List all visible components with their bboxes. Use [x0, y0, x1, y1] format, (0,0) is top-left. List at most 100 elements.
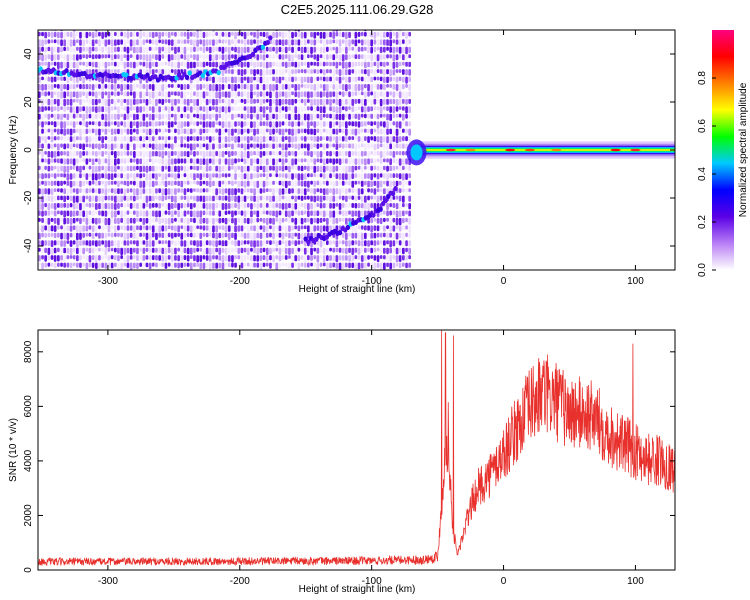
heatmap-cell-2823 [307, 128, 310, 135]
heatmap-cell-49 [41, 143, 44, 149]
heatmap-cell-924 [126, 262, 130, 268]
heatmap-cell-3365 [358, 25, 361, 29]
heatmap-cell-3081 [332, 173, 336, 178]
heatmap-cell-736 [107, 188, 111, 193]
heatmap-cell-3268 [351, 255, 355, 262]
heatmap-cell-3663 [389, 262, 392, 270]
heatmap-cell-3513 [373, 151, 377, 156]
heatmap-cell-1869 [215, 106, 218, 113]
heatmap-cell-2621 [288, 158, 291, 166]
heatmap-cell-3033 [326, 39, 329, 45]
heatmap-cell-2322 [259, 173, 263, 178]
heatmap-cell-2772 [303, 262, 307, 268]
heatmap-cell-3290 [351, 91, 355, 97]
heatmap-cell-2536 [278, 54, 282, 60]
heatmap-cell-3196 [341, 54, 345, 62]
heatmap-cell-3484 [370, 121, 373, 127]
heatmap-cell-1697 [199, 158, 203, 166]
heatmap-cell-1151 [145, 46, 149, 53]
heatmap-cell-1860 [215, 173, 218, 178]
heatmap-cell-227 [57, 46, 60, 53]
heatmap-cell-161 [50, 46, 54, 55]
heatmap-cell-731 [107, 225, 111, 233]
heatmap-cell-1440 [174, 106, 177, 113]
heatmap-cell-612 [95, 128, 98, 136]
heatmap-cell-2453 [272, 180, 275, 185]
heatmap-cell-3492 [370, 61, 373, 68]
heatmap-cell-835 [117, 188, 120, 195]
heatmap-cell-3779 [398, 136, 402, 142]
heatmap-cell-3151 [338, 143, 342, 148]
signal-peak-4 [551, 148, 562, 152]
heatmap-cell-787 [110, 54, 114, 61]
heatmap-cell-969 [129, 173, 133, 178]
heatmap-cell-3645 [386, 151, 389, 156]
heatmap-cell-865 [120, 210, 123, 218]
heatmap-cell-878 [120, 113, 123, 118]
heatmap-cell-359 [69, 46, 73, 53]
heatmap-cell-3066 [329, 39, 332, 45]
heatmap-cell-1117 [142, 54, 146, 61]
heatmap-cell-2384 [265, 203, 269, 208]
heatmap-cell-717 [104, 84, 108, 89]
heatmap-cell-1655 [196, 225, 199, 230]
heatmap-cell-2113 [240, 255, 244, 263]
heatmap-cell-2846 [310, 203, 313, 210]
heatmap-cell-837 [117, 173, 120, 178]
heatmap-cell-526 [85, 31, 89, 39]
heatmap-cell-3531 [376, 262, 380, 268]
heatmap-cell-1652 [196, 247, 199, 252]
heatmap-cell-1163 [148, 203, 152, 209]
heatmap-cell-254 [60, 91, 63, 99]
heatmap-cell-2390 [265, 158, 269, 166]
heatmap-cell-3826 [402, 31, 405, 37]
heatmap-cell-1487 [180, 247, 184, 254]
heatmap-cell-2029 [231, 143, 234, 150]
heatmap-cell-2437 [269, 54, 272, 59]
heatmap-cell-891 [123, 262, 127, 267]
heatmap-cell-2756 [300, 136, 304, 141]
heatmap-cell-273 [63, 195, 66, 203]
heatmap-cell-483 [82, 106, 85, 112]
heatmap-cell-316 [66, 121, 70, 126]
heatmap-cell-3674 [389, 180, 392, 188]
heatmap-cell-2410 [269, 255, 272, 261]
heatmap-cell-2806 [307, 255, 310, 261]
heatmap-cell-841 [117, 143, 120, 150]
heatmap-cell-1679 [196, 46, 199, 52]
heatmap-cell-3671 [389, 203, 392, 208]
heatmap-cell-2694 [294, 106, 298, 114]
heatmap-cell-2938 [319, 255, 323, 260]
heatmap-cell-2804 [304, 25, 307, 29]
heatmap-cell-3778 [398, 143, 402, 149]
heatmap-cell-3743 [395, 158, 399, 165]
heatmap-cell-454 [79, 76, 82, 82]
heatmap-cell-11 [38, 180, 41, 187]
heatmap-cell-1625 [193, 203, 196, 208]
heatmap-cell-941 [126, 136, 130, 143]
heatmap-cell-1238 [155, 136, 158, 143]
heatmap-cell-1824 [212, 195, 215, 202]
heatmap-cell-2084 [237, 225, 241, 232]
heatmap-cell-3504 [373, 217, 377, 222]
heatmap-cell-2142 [240, 39, 244, 44]
heatmap-cell-1666 [196, 143, 199, 148]
heatmap-cell-1023 [136, 262, 139, 269]
heatmap-cell-3424 [364, 76, 367, 83]
heatmap-cell-910 [123, 121, 127, 128]
heatmap-cell-2537 [278, 46, 282, 53]
heatmap-cell-1410 [170, 84, 174, 88]
heatmap-cell-860 [120, 247, 123, 256]
heatmap-cell-302 [66, 225, 70, 231]
heatmap-cell-3434 [367, 247, 370, 253]
heatmap-cell-83 [44, 136, 47, 144]
heatmap-cell-366 [72, 240, 76, 245]
heatmap-cell-3491 [370, 69, 373, 74]
heatmap-cell-1942 [221, 54, 225, 61]
heatmap-cell-1237 [155, 143, 158, 151]
heatmap-cell-3675 [389, 173, 392, 179]
heatmap-cell-149 [50, 136, 54, 143]
heatmap-cell-117 [47, 128, 51, 133]
heatmap-cell-535 [88, 210, 92, 215]
colorbar-tick-label-3: 0.6 [697, 119, 708, 133]
